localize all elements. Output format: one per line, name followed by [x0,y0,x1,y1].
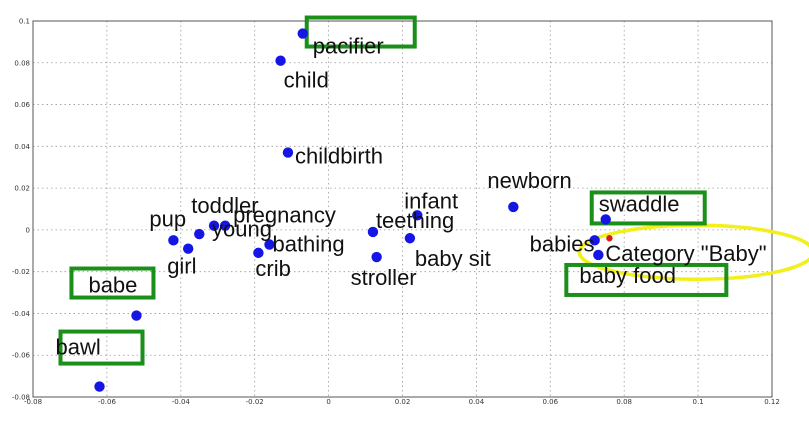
point-label: pregnancy [233,203,336,228]
y-tick-label: 0.04 [14,143,30,151]
data-point [282,147,294,158]
point-label: baby food [579,263,676,288]
point-label: newborn [487,168,571,193]
point-label: toddler [191,193,258,218]
y-tick-label: 0.1 [19,18,30,26]
x-tick-label: -0.08 [24,398,42,406]
highlight-box [69,266,156,300]
data-point [367,226,379,238]
highlight-box [564,262,729,297]
x-tick-label: 0.1 [693,398,704,406]
data-point [404,233,416,244]
point-label: bawl [56,335,101,360]
point-label: pup [149,206,186,231]
x-tick-label: 0.04 [469,398,485,406]
x-tick-label: 0.12 [764,398,780,406]
x-tick-label: 0.06 [543,398,559,406]
data-point [589,235,600,246]
data-point [182,243,194,254]
point-label: pacifier [313,34,384,59]
highlight-annotations [58,15,809,366]
data-point [264,239,275,250]
point-label: crib [255,256,290,281]
data-point [168,235,179,246]
point-label: childbirth [295,144,383,169]
data-point [593,249,604,261]
y-tick-label: 0.06 [14,101,30,109]
category-label: Category "Baby" [605,241,766,266]
point-label: swaddle [599,191,680,216]
y-tick-label: 0.02 [14,185,30,193]
x-tick-label: -0.02 [246,398,264,406]
data-point [219,220,231,231]
point-label: child [284,68,329,93]
x-tick-label: -0.04 [172,398,191,406]
x-tick-label: -0.06 [98,398,117,406]
y-tick-label: -0.02 [12,268,30,276]
data-point [508,201,519,213]
data-points [94,28,613,392]
plot-frame [32,20,773,398]
grid [33,21,772,397]
highlight-box [589,190,707,226]
point-label: baby sit [415,246,491,271]
point-label: teething [376,208,454,233]
data-point [371,251,382,263]
point-label: girl [167,254,196,279]
data-point [208,220,220,231]
data-point [194,228,205,240]
data-point [94,381,105,392]
point-label: babe [88,273,137,298]
y-tick-label: 0 [26,226,30,234]
point-label: bathing [272,232,344,257]
point-label: babies [530,231,595,256]
point-label: infant [404,188,458,213]
x-tick-label: 0.08 [616,398,632,406]
y-tick-label: -0.04 [12,310,31,318]
y-tick-label: -0.08 [12,394,30,402]
axis-ticks: -0.08 -0.06 -0.04 -0.02 0 0.02 0.04 0.06 0.08 0.1… [12,18,780,407]
highlight-box [58,329,145,366]
x-tick-label: 0.02 [395,398,411,406]
point-label: stroller [351,265,417,290]
data-point [275,55,286,66]
y-tick-label: 0.08 [14,59,30,67]
data-point [412,210,423,221]
point-label: young [212,217,272,242]
data-point [253,247,264,259]
x-tick-label: 0 [326,398,330,406]
data-point [131,310,142,321]
data-point [600,214,611,225]
data-point [297,28,308,39]
y-tick-label: -0.06 [12,352,31,360]
category-point [606,235,613,242]
